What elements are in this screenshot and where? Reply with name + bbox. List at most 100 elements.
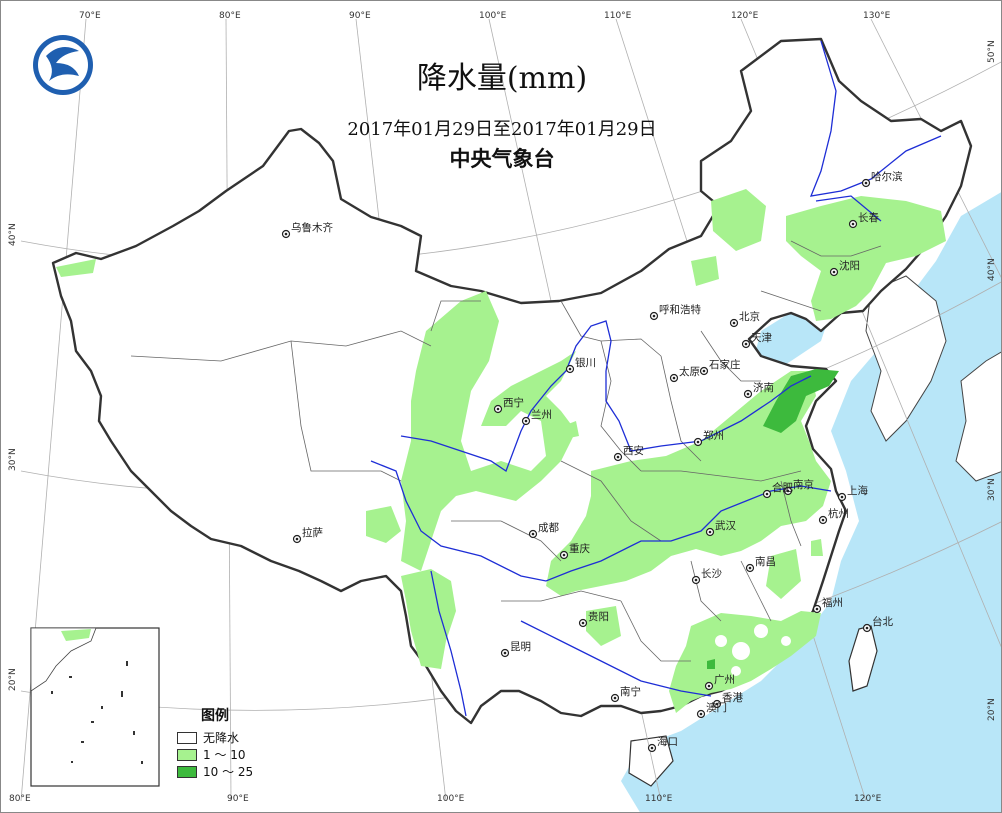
city-marker-dot (503, 651, 507, 655)
legend-item: 无降水 (177, 729, 277, 746)
city-label: 天津 (751, 332, 772, 344)
korea-land (865, 275, 947, 442)
left-tick-label: 20°N (8, 668, 18, 691)
city-label: 北京 (739, 310, 760, 323)
hainan-land (628, 735, 674, 787)
city-label: 成都 (538, 522, 559, 534)
city-label: 济南 (753, 381, 774, 394)
top-tick-label: 120°E (731, 11, 759, 21)
city-marker-dot (715, 702, 719, 706)
city-marker-dot (616, 455, 620, 459)
city-label: 石家庄 (709, 358, 741, 371)
city-label: 沈阳 (839, 259, 860, 272)
city-marker-dot (865, 626, 869, 630)
city-label: 兰州 (531, 408, 552, 421)
city-marker-dot (699, 712, 703, 716)
source-label: 中央气象台 (449, 147, 555, 171)
dry-patches (715, 624, 791, 676)
city-marker-dot (694, 578, 698, 582)
city-marker-dot (832, 270, 836, 274)
city-label: 南昌 (755, 555, 776, 568)
bottom-tick-label: 120°E (854, 794, 882, 804)
city-label: 福州 (822, 596, 843, 609)
legend-item: 1 ～ 10 (177, 746, 277, 763)
city-label: 南京 (793, 478, 814, 491)
right-tick-label: 50°N (987, 40, 997, 63)
city-marker-dot (696, 440, 700, 444)
city-marker-dot (708, 530, 712, 534)
city-marker-dot (732, 321, 736, 325)
city-marker-dot (652, 314, 656, 318)
south-china-sea-inset (30, 627, 160, 787)
city-marker-dot (524, 419, 528, 423)
city-marker-dot (581, 621, 585, 625)
city-marker-dot (748, 566, 752, 570)
city-marker-dot (786, 489, 790, 493)
taiwan-land (848, 625, 878, 692)
city-marker-dot (562, 553, 566, 557)
top-tick-label: 110°E (604, 11, 632, 21)
legend-label: 无降水 (203, 731, 240, 745)
city-marker-dot (744, 342, 748, 346)
city-marker-dot (851, 222, 855, 226)
bottom-tick-label: 110°E (645, 794, 673, 804)
city-label: 合肥 (772, 481, 793, 494)
legend: 图例 无降水 1 ～ 10 10 ～ 25 (177, 705, 277, 780)
province-borders (130, 240, 882, 662)
legend-swatch (177, 765, 197, 778)
pearl-river (520, 620, 712, 697)
city-label: 太原 (679, 365, 700, 378)
city-label: 银川 (575, 356, 596, 369)
yangtze-river (370, 460, 832, 582)
city-marker-dot (815, 607, 819, 611)
city-label: 西安 (623, 444, 644, 457)
top-tick-label: 130°E (863, 11, 891, 21)
city-marker-dot (707, 684, 711, 688)
map-title: 降水量(mm) (416, 61, 588, 96)
lancang-river (430, 570, 467, 717)
city-marker-dot (531, 532, 535, 536)
city-marker-dot (765, 492, 769, 496)
city-label: 长沙 (701, 568, 722, 580)
bottom-tick-label: 100°E (437, 794, 465, 804)
heilong-river (809, 40, 942, 197)
city-marker-dot (840, 495, 844, 499)
city-label: 乌鲁木齐 (291, 221, 333, 234)
rivers (370, 40, 942, 717)
top-tick-label: 80°E (219, 11, 241, 21)
city-marker-dot (702, 369, 706, 373)
city-marker-dot (821, 518, 825, 522)
right-tick-label: 20°N (987, 698, 997, 721)
precip-1-10 (56, 189, 946, 713)
date-range: 2017年01月29日至2017年01月29日 (347, 119, 657, 140)
city-marker-dot (672, 376, 676, 380)
city-marker-dot (284, 232, 288, 236)
city-label: 贵阳 (588, 610, 609, 623)
city-label: 拉萨 (302, 526, 323, 539)
bottom-tick-label: 90°E (227, 794, 249, 804)
top-tick-label: 70°E (79, 11, 101, 21)
left-tick-label: 40°N (8, 223, 18, 246)
top-tick-label: 100°E (479, 11, 507, 21)
city-label: 海口 (657, 735, 678, 748)
city-marker-dot (496, 407, 500, 411)
city-marker-dot (295, 537, 299, 541)
bottom-tick-label: 80°E (9, 794, 31, 804)
top-ticks: 70°E 80°E 90°E 100°E 110°E 120°E 130°E (79, 11, 891, 21)
legend-label: 1 ～ 10 (203, 748, 246, 762)
left-ticks: 40°N 30°N 20°N (8, 223, 18, 691)
city-marker-dot (746, 392, 750, 396)
legend-swatch (177, 748, 197, 761)
city-label: 长春 (858, 212, 879, 224)
city-label: 武汉 (715, 519, 736, 532)
right-ticks: 50°N 40°N 30°N 20°N (987, 40, 997, 721)
city-label: 重庆 (569, 542, 590, 555)
city-label: 郑州 (703, 429, 724, 442)
legend-label: 10 ～ 25 (203, 765, 254, 779)
city-label: 香港 (722, 692, 743, 704)
city-marker-dot (613, 696, 617, 700)
legend-item: 10 ～ 25 (177, 763, 277, 780)
